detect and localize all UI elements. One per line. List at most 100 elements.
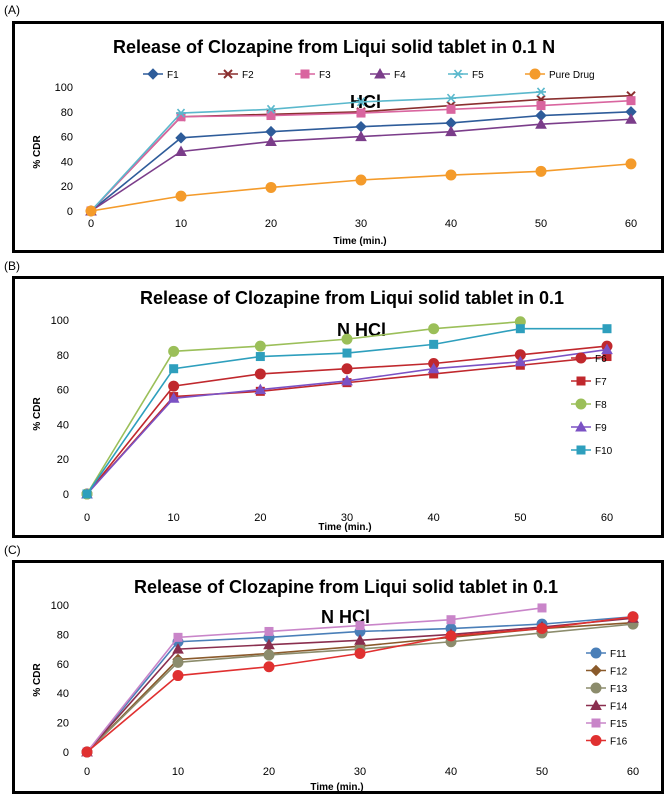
series-line xyxy=(90,91,542,212)
data-point xyxy=(175,190,187,202)
data-point xyxy=(266,111,276,121)
data-point xyxy=(173,632,183,642)
legend-marker xyxy=(374,67,386,79)
series-F11 xyxy=(81,611,639,758)
y-tick-label: 20 xyxy=(57,718,69,730)
data-point xyxy=(355,621,365,631)
x-tick-label: 60 xyxy=(625,218,637,230)
x-tick-label: 60 xyxy=(601,512,613,524)
y-tick-label: 20 xyxy=(57,454,69,466)
x-tick-label: 40 xyxy=(445,218,457,230)
legend: F6 F7 F8 F9 F10 xyxy=(571,352,613,457)
legend-marker xyxy=(591,718,601,728)
data-point xyxy=(536,623,548,635)
series-line xyxy=(86,320,521,495)
legend-label: F6 xyxy=(595,354,607,365)
y-tick-label: 0 xyxy=(63,489,69,501)
legend: F11 F12 F13 F14 F15 F16 xyxy=(586,647,628,748)
data-point xyxy=(264,626,274,636)
data-point xyxy=(446,104,456,114)
legend-marker xyxy=(576,445,586,455)
data-point xyxy=(627,611,639,623)
x-tick-label: 20 xyxy=(265,218,277,230)
y-tick-label: 100 xyxy=(51,315,69,327)
y-axis-label: % CDR xyxy=(32,135,43,169)
panel-c-label: (C) xyxy=(4,543,21,557)
data-point xyxy=(175,145,187,156)
data-point xyxy=(537,603,547,613)
y-tick-label: 40 xyxy=(61,156,73,168)
legend-marker xyxy=(590,682,602,694)
x-tick-label: 10 xyxy=(168,512,180,524)
y-tick-label: 20 xyxy=(61,181,73,193)
data-point xyxy=(356,97,366,107)
data-point xyxy=(429,339,439,349)
data-point xyxy=(254,340,266,352)
data-point xyxy=(601,343,613,355)
series-Pure Drug xyxy=(85,158,637,217)
data-point xyxy=(265,135,277,147)
data-point xyxy=(445,125,457,137)
series-F14 xyxy=(81,612,639,757)
y-tick-label: 80 xyxy=(57,629,69,641)
y-tick-label: 0 xyxy=(67,206,73,218)
x-tick-label: 50 xyxy=(536,766,548,778)
data-point xyxy=(356,108,366,118)
legend-marker xyxy=(575,398,587,410)
y-tick-label: 80 xyxy=(57,350,69,362)
series-line xyxy=(86,607,543,753)
x-tick-label: 20 xyxy=(263,766,275,778)
y-tick-label: 60 xyxy=(57,659,69,671)
data-point xyxy=(263,638,275,650)
y-tick-label: 100 xyxy=(55,82,73,94)
data-point xyxy=(515,324,525,334)
legend-marker xyxy=(300,69,310,79)
x-tick-label: 0 xyxy=(88,218,94,230)
legend-marker xyxy=(590,699,602,710)
data-point xyxy=(265,181,277,193)
x-tick-label: 20 xyxy=(254,512,266,524)
data-point xyxy=(445,169,457,181)
data-point xyxy=(602,324,612,334)
data-point xyxy=(535,118,547,129)
data-point xyxy=(172,643,184,654)
chart-0: Release of Clozapine from Liqui solid ta… xyxy=(32,37,637,247)
data-point xyxy=(445,630,457,642)
data-point xyxy=(446,93,456,103)
data-point xyxy=(341,363,353,375)
data-point xyxy=(355,174,367,186)
data-point xyxy=(446,615,456,625)
legend-label: F3 xyxy=(319,70,331,81)
legend-marker xyxy=(590,735,602,746)
legend-label: F15 xyxy=(610,719,628,730)
x-tick-label: 40 xyxy=(428,512,440,524)
data-point xyxy=(626,96,636,106)
series-F5 xyxy=(86,87,546,216)
y-tick-label: 40 xyxy=(57,688,69,700)
x-tick-label: 50 xyxy=(514,512,526,524)
data-point xyxy=(355,120,367,133)
panel-a-frame xyxy=(12,21,664,253)
data-point xyxy=(172,670,184,682)
data-point xyxy=(175,132,187,144)
data-point xyxy=(85,205,97,217)
x-axis-label: Time (min.) xyxy=(333,236,386,247)
data-point xyxy=(169,364,179,374)
series-F7 xyxy=(82,352,612,499)
chart-2: Release of Clozapine from Liqui solid ta… xyxy=(32,577,639,793)
series-F16 xyxy=(81,611,639,758)
data-point xyxy=(254,383,267,395)
data-point xyxy=(81,746,93,758)
legend-marker xyxy=(529,68,541,80)
series-line xyxy=(90,163,632,212)
y-axis-label: % CDR xyxy=(32,397,43,431)
y-tick-label: 60 xyxy=(57,385,69,397)
y-tick-label: 60 xyxy=(61,132,73,144)
data-point xyxy=(428,323,440,335)
x-tick-label: 30 xyxy=(341,512,353,524)
legend-label: Pure Drug xyxy=(549,70,595,81)
legend-marker xyxy=(575,420,587,432)
data-point xyxy=(354,634,366,645)
y-tick-label: 40 xyxy=(57,419,69,431)
